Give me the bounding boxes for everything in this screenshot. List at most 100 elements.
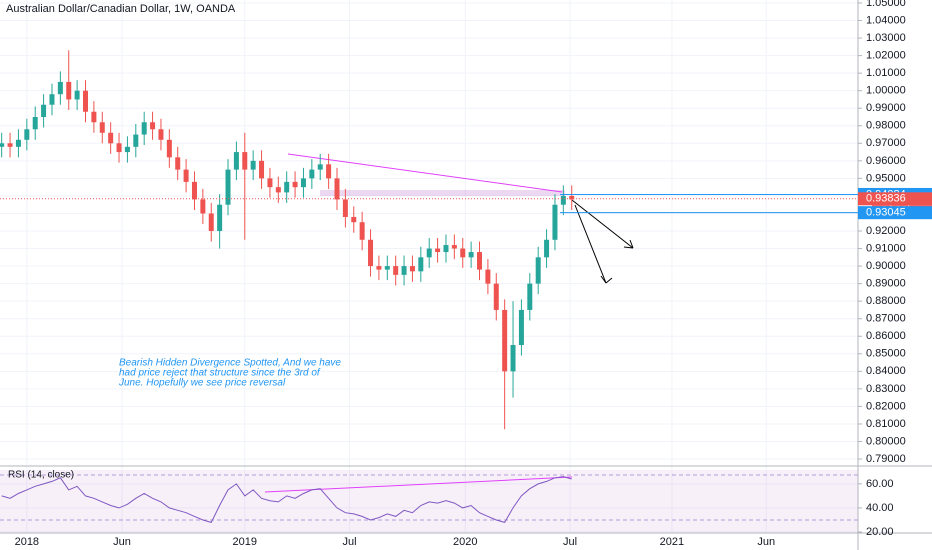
candle-body xyxy=(468,252,474,258)
candle-body xyxy=(275,187,281,193)
candle-body xyxy=(426,248,432,258)
candle-body xyxy=(359,222,365,240)
candle-body xyxy=(233,152,239,170)
candle-body xyxy=(317,164,323,170)
candle-body xyxy=(66,81,72,100)
candle-body xyxy=(451,245,457,249)
y-tick-label: 0.95000 xyxy=(866,172,906,184)
candle-body xyxy=(242,152,248,170)
candle-body xyxy=(351,216,357,223)
y-tick-label: 20.00 xyxy=(866,526,894,538)
candle-body xyxy=(41,104,47,117)
y-tick-label: 1.03000 xyxy=(866,32,906,44)
y-tick-label: 0.87000 xyxy=(866,313,906,325)
y-tick-label: 0.83000 xyxy=(866,383,906,395)
y-tick-label: 0.88000 xyxy=(866,295,906,307)
x-tick-label: 2021 xyxy=(660,536,684,548)
candle-body xyxy=(217,204,223,232)
candle-body xyxy=(191,181,197,200)
y-tick-label: 0.86000 xyxy=(866,330,906,342)
range-box xyxy=(320,190,565,196)
annotation: Bearish Hidden Divergence Spotted, And w… xyxy=(119,358,341,369)
candle-body xyxy=(460,248,466,258)
candle-body xyxy=(141,122,147,135)
rsi-line xyxy=(1,476,572,523)
candle-body xyxy=(200,199,206,214)
candle-body xyxy=(225,169,231,205)
candle-body xyxy=(502,309,508,372)
candle-body xyxy=(418,257,424,272)
x-tick-label: Jul xyxy=(563,536,577,548)
candle-body xyxy=(0,143,5,147)
candle-body xyxy=(175,157,181,170)
grid xyxy=(0,0,858,533)
y-tick-label: 0.92000 xyxy=(866,225,906,237)
candle-body xyxy=(569,195,575,200)
candle-body xyxy=(552,204,558,240)
candle-body xyxy=(32,116,38,130)
y-tick-label: 0.97000 xyxy=(866,137,906,149)
price-badge-label: 0.93836 xyxy=(866,193,906,205)
candle-body xyxy=(560,195,566,205)
candle-body xyxy=(284,181,290,193)
y-tick-label: 0.90000 xyxy=(866,260,906,272)
candle-body xyxy=(250,160,256,170)
candle-body xyxy=(124,146,130,153)
candle-body xyxy=(368,239,374,267)
candle-body xyxy=(393,266,399,275)
y-tick-label: 0.79000 xyxy=(866,453,906,465)
candle-body xyxy=(74,90,80,100)
y-tick-label: 0.82000 xyxy=(866,400,906,412)
y-tick-label: 0.96000 xyxy=(866,155,906,167)
annotation: June. Hopefully we see price reversal xyxy=(118,378,286,389)
trend-line xyxy=(287,153,563,193)
x-tick-label: 2020 xyxy=(453,536,477,548)
y-tick-label: 0.99000 xyxy=(866,102,906,114)
y-tick-label: 1.01000 xyxy=(866,67,906,79)
candle-body xyxy=(99,122,105,133)
y-tick-label: 60.00 xyxy=(866,478,894,490)
candle-body xyxy=(384,266,390,270)
candle-body xyxy=(544,239,550,258)
candle-body xyxy=(292,181,298,188)
y-tick-label: 1.05000 xyxy=(866,0,906,9)
candle-body xyxy=(150,122,156,130)
candle-body xyxy=(133,134,139,147)
candle-body xyxy=(477,252,483,270)
candle-body xyxy=(527,283,533,310)
candle-body xyxy=(259,160,265,179)
candle-body xyxy=(309,169,315,179)
x-tick-label: Jul xyxy=(343,536,357,548)
candle-body xyxy=(57,81,63,95)
rsi-band xyxy=(0,470,858,532)
candle-body xyxy=(24,129,30,140)
x-tick-label: Jun xyxy=(757,536,775,548)
x-tick-label: 2019 xyxy=(233,536,257,548)
candle-body xyxy=(49,94,55,105)
y-tick-label: 0.91000 xyxy=(866,242,906,254)
candle-body xyxy=(401,266,407,275)
arrow xyxy=(571,199,634,249)
y-tick-label: 40.00 xyxy=(866,502,894,514)
y-tick-label: 0.81000 xyxy=(866,418,906,430)
y-tick-label: 0.98000 xyxy=(866,120,906,132)
candle-body xyxy=(300,178,306,188)
candle-body xyxy=(91,111,97,123)
candle-body xyxy=(267,178,273,188)
candle-body xyxy=(409,266,415,272)
candle-body xyxy=(108,132,114,144)
candle-body xyxy=(342,199,348,217)
price-badge xyxy=(858,192,932,206)
candle-body xyxy=(166,139,172,158)
candle-body xyxy=(334,178,340,200)
chart-title: Australian Dollar/Canadian Dollar, 1W, O… xyxy=(6,3,236,15)
rsi-title: RSI (14, close) xyxy=(8,470,74,481)
candle-body xyxy=(435,248,441,253)
candle-body xyxy=(535,257,541,284)
price-badge-label: 0.93045 xyxy=(866,207,906,219)
x-tick-label: Jun xyxy=(113,536,131,548)
arrow-head xyxy=(600,275,613,284)
